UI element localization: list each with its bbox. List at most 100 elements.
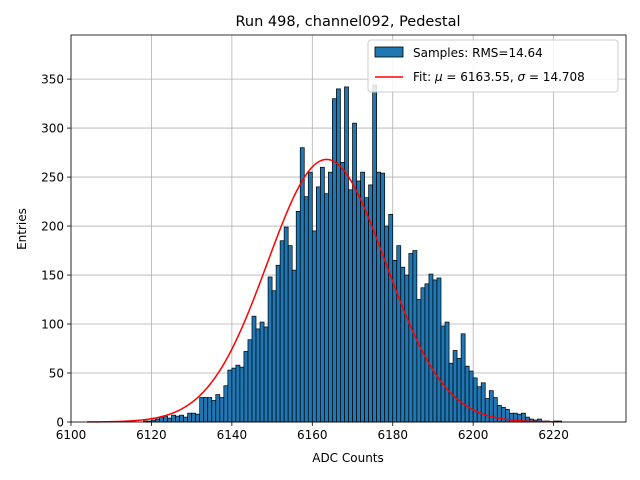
histogram-bar	[360, 171, 365, 423]
histogram-bar	[336, 88, 341, 423]
histogram-bar	[283, 226, 289, 423]
histogram-bar	[187, 412, 193, 423]
histogram-bar	[263, 326, 269, 423]
histogram-bar	[428, 273, 434, 423]
histogram-bar	[191, 412, 197, 423]
x-axis-label: ADC Counts	[312, 451, 384, 465]
histogram-bar	[396, 245, 402, 423]
histogram-bar	[332, 98, 337, 423]
histogram-bar	[203, 397, 209, 423]
histogram-bar	[259, 321, 265, 423]
histogram-bar	[356, 180, 361, 423]
histogram-bar	[223, 385, 229, 423]
chart-title: Run 498, channel092, Pedestal	[235, 14, 460, 30]
histogram-bar	[271, 290, 277, 423]
x-tick-label: 6160	[297, 428, 328, 442]
histogram-bar	[159, 416, 164, 423]
y-tick-label: 200	[41, 220, 64, 234]
histogram-bar	[167, 417, 172, 423]
histogram-bar	[251, 315, 257, 423]
y-tick-label: 0	[56, 416, 64, 430]
histogram-bar	[199, 397, 205, 423]
x-axis-ticks: 6100 6120 6140 6160 6180 6200 6220	[56, 422, 569, 442]
histogram-bar	[348, 189, 353, 423]
histogram-bar	[384, 225, 390, 423]
histogram-bar	[155, 418, 160, 423]
histogram-bar	[452, 350, 458, 423]
histogram-bar	[247, 339, 253, 423]
histogram-bar	[211, 400, 217, 423]
histogram-bar	[400, 266, 406, 423]
histogram-bar	[432, 279, 438, 423]
histogram-bar	[364, 197, 369, 423]
histogram-bar	[195, 413, 201, 423]
legend: Samples: RMS=14.64 Fit: μ = 6163.55, σ =…	[367, 39, 619, 93]
histogram-bar	[243, 351, 249, 423]
histogram-bar	[227, 369, 233, 423]
histogram-bar	[476, 386, 482, 423]
histogram-bar	[303, 196, 309, 423]
y-tick-label: 250	[41, 171, 64, 185]
legend-hist-swatch	[374, 46, 404, 58]
histogram-bar	[231, 367, 237, 423]
y-tick-label: 50	[49, 367, 64, 381]
histogram-bar	[163, 415, 168, 423]
histogram-bar	[255, 328, 261, 423]
histogram-bar	[307, 171, 313, 423]
histogram-bar	[484, 398, 490, 423]
histogram-bar	[219, 397, 225, 423]
legend-box	[367, 39, 619, 93]
legend-hist-label: Samples: RMS=14.64	[413, 46, 543, 60]
histogram-bar	[388, 213, 394, 423]
histogram-bar	[480, 382, 486, 423]
histogram-bar	[319, 166, 325, 423]
histogram-bar	[408, 253, 414, 423]
histogram-bar	[472, 377, 478, 423]
histogram-bar	[416, 299, 422, 423]
histogram-bar	[175, 415, 180, 423]
x-tick-label: 6180	[377, 428, 408, 442]
histogram-bar	[496, 404, 502, 423]
x-tick-label: 6140	[217, 428, 248, 442]
histogram-bar	[291, 269, 297, 423]
histogram-bar	[207, 397, 213, 423]
histogram-bar	[215, 394, 221, 423]
histogram-bar	[344, 86, 349, 423]
histogram-bar	[444, 321, 450, 423]
histogram-bar	[275, 264, 281, 423]
histogram-bar	[183, 416, 188, 423]
y-axis-label: Entries	[15, 208, 29, 250]
x-tick-label: 6200	[458, 428, 489, 442]
y-tick-label: 300	[41, 122, 64, 136]
histogram-bar	[239, 366, 245, 423]
histogram-bar	[468, 370, 474, 423]
histogram-bar	[464, 365, 470, 423]
histogram-bar	[267, 276, 273, 423]
histogram-bar	[372, 84, 378, 423]
histogram-bar	[311, 230, 317, 423]
histogram-bar	[424, 283, 430, 423]
legend-fit-label: Fit: μ = 6163.55, σ = 14.708	[413, 70, 585, 84]
histogram-bar	[328, 171, 333, 423]
histogram-bar	[380, 172, 386, 423]
histogram-bar	[279, 240, 285, 423]
x-tick-label: 6100	[56, 428, 87, 442]
histogram-bar	[376, 171, 382, 423]
y-tick-label: 100	[41, 318, 64, 332]
y-tick-label: 150	[41, 269, 64, 283]
gaussian-fit-line	[87, 158, 554, 423]
histogram-bar	[440, 325, 446, 423]
y-tick-label: 350	[41, 73, 64, 87]
histogram-bar	[235, 364, 241, 423]
histogram-bar	[315, 186, 321, 423]
histogram-bar	[179, 414, 184, 423]
histogram-bar	[352, 122, 357, 423]
histogram-bar	[436, 277, 442, 423]
histogram-bar	[404, 274, 410, 423]
x-tick-label: 6120	[136, 428, 167, 442]
histogram-bar	[295, 211, 301, 423]
histogram-bar	[324, 193, 329, 423]
histogram-bar	[460, 333, 466, 423]
histogram-bar	[456, 357, 462, 423]
